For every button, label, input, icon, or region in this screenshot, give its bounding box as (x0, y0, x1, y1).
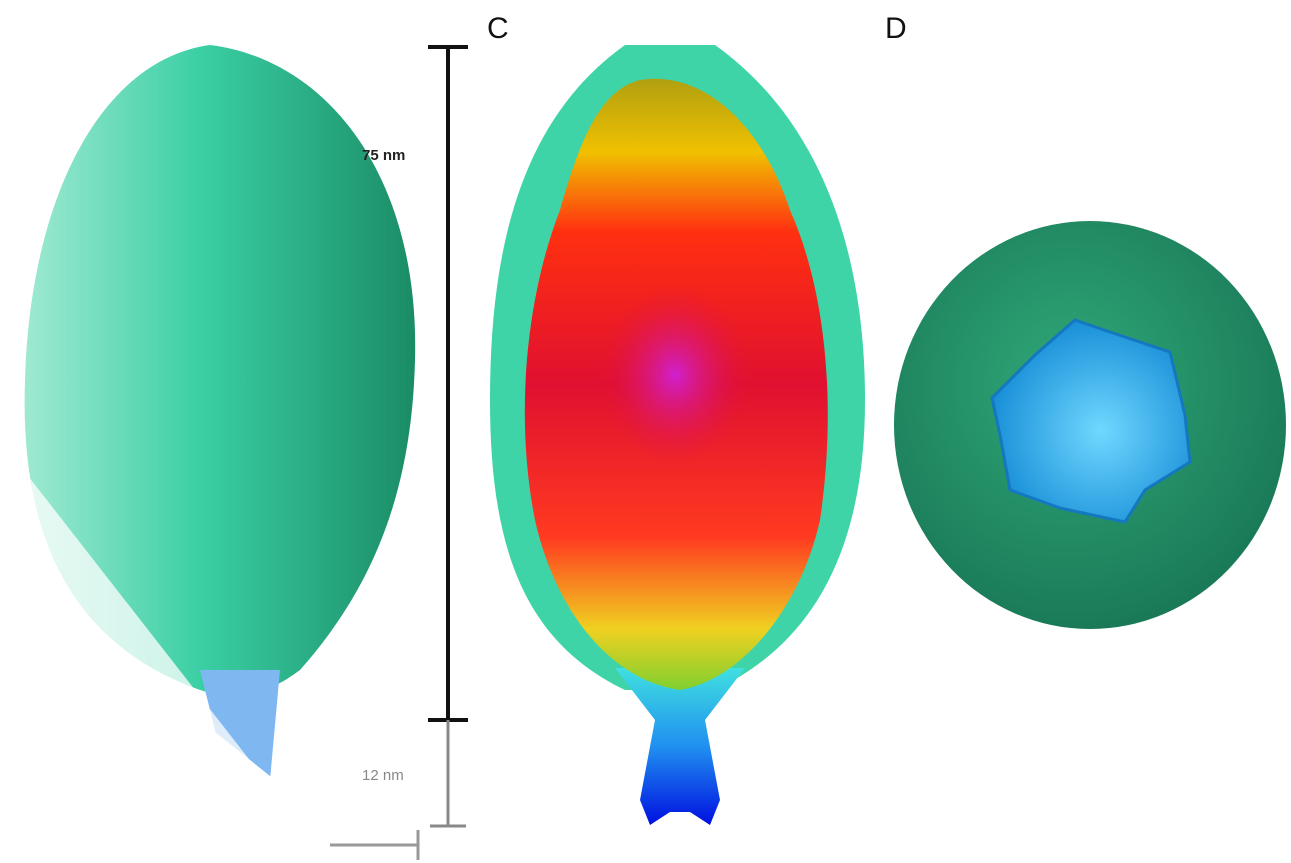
tail (615, 668, 745, 825)
figure: 75 nm 12 nm C D (0, 0, 1291, 863)
panel-label: D (885, 12, 907, 45)
panel-d: D (885, 12, 1286, 629)
panel-b (0, 0, 415, 863)
scale-label: 12 nm (362, 767, 404, 784)
scale-label: 75 nm (362, 147, 405, 164)
panel-c: C (487, 12, 865, 825)
panel-label: C (487, 12, 509, 45)
core (600, 285, 750, 465)
